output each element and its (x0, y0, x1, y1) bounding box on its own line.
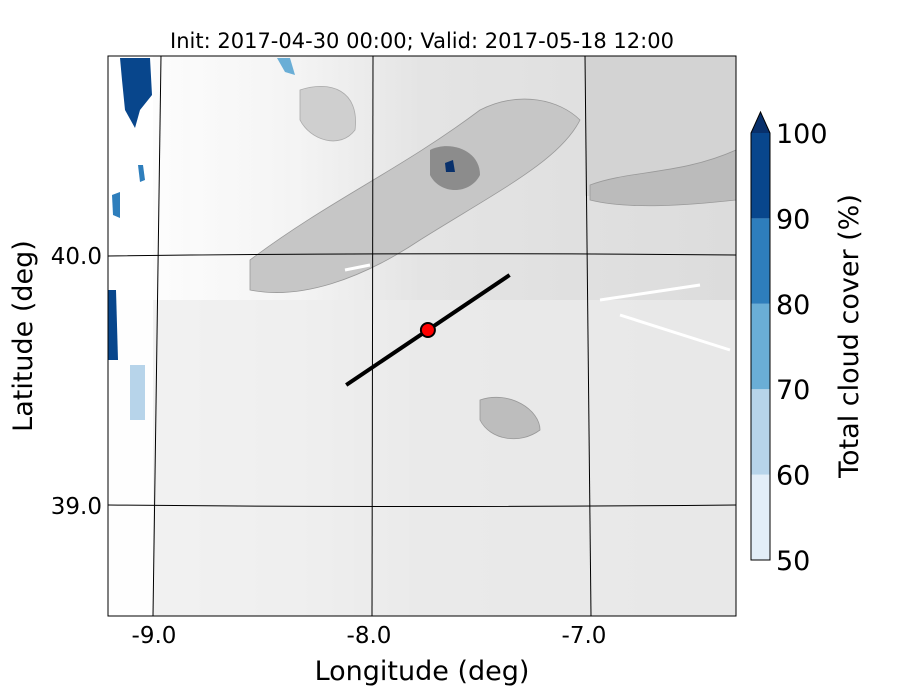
river (344, 263, 731, 352)
location-marker (419, 322, 436, 338)
cloud-patch (130, 365, 145, 420)
gridline-lon--7 (584, 56, 592, 616)
cloud-patch (120, 58, 152, 128)
cloud-patch (108, 290, 118, 360)
cloud-patch (277, 58, 295, 75)
colorbar-segment (751, 133, 770, 219)
x-axis-label: Longitude (deg) (315, 656, 530, 687)
colorbar-tick-label: 100 (776, 119, 828, 150)
x-tick-label: -9.0 (132, 623, 177, 649)
colorbar-tick-label: 60 (776, 461, 810, 492)
terrain-escarpment (589, 149, 736, 207)
colorbar-segment (751, 389, 770, 475)
terrain-peak (430, 146, 480, 190)
terrain-ridge (249, 98, 581, 293)
colorbar-label: Total cloud cover (%) (834, 194, 865, 479)
cloud-patch (112, 192, 120, 218)
gridline-lon--8 (371, 56, 374, 616)
colorbar-extend-arrow (751, 112, 770, 133)
colorbar-tick-label: 50 (776, 546, 810, 577)
colorbar-segment (751, 474, 770, 560)
terrain-lowland (108, 300, 736, 616)
x-tick-label: -8.0 (347, 623, 392, 649)
y-tick-label: 39.0 (51, 494, 102, 520)
colorbar-segment (751, 303, 770, 390)
colorbar-outline (750, 110, 771, 561)
plot-frame (107, 55, 737, 617)
colorbar-tick-label: 80 (776, 290, 810, 321)
x-tick-label: -7.0 (562, 623, 607, 649)
colorbar-segment (751, 218, 770, 304)
gridline-lat-40 (108, 253, 736, 257)
colorbar-tick-label: 70 (776, 375, 810, 406)
gridline-lon--9 (152, 56, 162, 616)
map-area (108, 56, 736, 616)
colorbar: 50 60 70 80 90 100 (750, 110, 828, 577)
terrain-ridge-north (299, 86, 356, 142)
plot-title: Init: 2017-04-30 00:00; Valid: 2017-05-1… (170, 29, 674, 53)
y-tick-label: 40.0 (51, 244, 102, 270)
cloud-patch (138, 165, 145, 182)
colorbar-tick-label: 90 (776, 204, 810, 235)
y-axis-label: Latitude (deg) (8, 240, 39, 432)
terrain-hill (479, 396, 541, 439)
cloud-patch (445, 160, 455, 172)
gridline-lat-39 (108, 504, 736, 507)
